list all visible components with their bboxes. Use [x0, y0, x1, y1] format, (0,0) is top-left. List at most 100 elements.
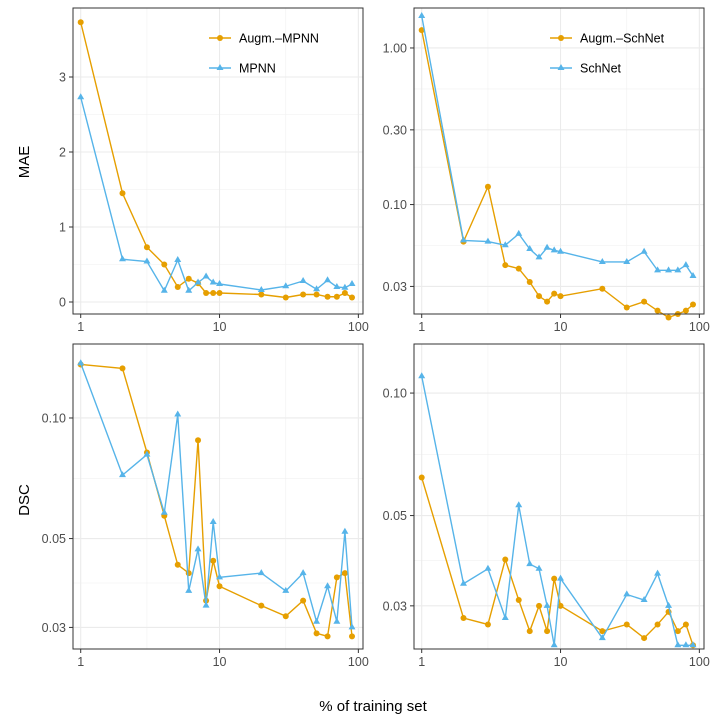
- data-point-triangle: [665, 266, 673, 273]
- data-point-circle: [654, 621, 661, 628]
- series-line-base: [421, 15, 694, 277]
- x-tick-label: 10: [213, 655, 227, 669]
- data-point-triangle: [682, 261, 690, 268]
- data-point-circle: [313, 291, 320, 298]
- legend-swatch-circle: [558, 35, 564, 41]
- data-point-triangle: [460, 236, 467, 243]
- data-point-circle: [203, 290, 210, 296]
- data-point-triangle: [640, 247, 648, 254]
- data-point-circle: [599, 628, 606, 635]
- data-point-circle: [324, 633, 331, 640]
- data-point-triangle: [194, 545, 202, 552]
- data-point-circle: [185, 570, 192, 577]
- legend: Augm.–SchNet SchNet: [550, 32, 665, 76]
- legend-swatch-circle: [217, 35, 223, 41]
- data-point-triangle: [640, 596, 648, 603]
- data-point-circle: [341, 290, 348, 296]
- data-point-triangle: [77, 359, 85, 366]
- x-tick-label: 100: [348, 655, 369, 669]
- data-point-triangle: [526, 245, 534, 252]
- data-point-triangle: [282, 282, 290, 289]
- panel-border: [72, 343, 364, 650]
- data-point-triangle: [216, 280, 224, 286]
- data-point-triangle: [623, 257, 631, 264]
- data-point-triangle: [185, 586, 193, 593]
- data-point-circle: [665, 314, 672, 321]
- x-tick-label: 10: [554, 320, 568, 334]
- data-point-circle: [143, 244, 150, 251]
- data-point-circle: [484, 621, 491, 628]
- data-point-triangle: [543, 243, 551, 250]
- y-tick-label: 0.03: [383, 280, 407, 294]
- data-point-triangle: [194, 278, 202, 285]
- data-point-circle: [515, 265, 522, 272]
- data-point-triangle: [665, 601, 673, 608]
- data-point-triangle: [526, 560, 534, 567]
- data-point-circle: [502, 556, 509, 563]
- legend-label: Augm.–MPNN: [239, 32, 319, 46]
- data-point-circle: [282, 294, 289, 301]
- data-point-circle: [526, 628, 533, 635]
- x-tick-label: 10: [213, 320, 227, 334]
- x-tick-label: 1: [77, 320, 84, 334]
- data-point-triangle: [119, 471, 126, 478]
- data-point-triangle: [143, 257, 151, 264]
- data-point-circle: [551, 575, 558, 582]
- data-point-circle: [210, 557, 217, 564]
- data-point-circle: [599, 285, 606, 292]
- data-point-triangle: [515, 501, 523, 508]
- data-point-triangle: [341, 527, 349, 534]
- data-point-triangle: [654, 569, 662, 576]
- x-tick-label: 1: [418, 655, 425, 669]
- x-tick-label: 10: [554, 655, 568, 669]
- data-point-triangle: [299, 277, 307, 283]
- data-point-triangle: [689, 641, 697, 648]
- data-point-circle: [460, 615, 467, 622]
- data-point-triangle: [501, 614, 509, 621]
- data-point-circle: [300, 597, 307, 604]
- x-tick-label: 100: [689, 655, 710, 669]
- series-line-base: [421, 376, 694, 646]
- data-point-triangle: [535, 253, 543, 260]
- data-point-circle: [210, 290, 217, 296]
- data-point-triangle: [623, 590, 631, 597]
- panel-border: [72, 7, 364, 315]
- data-point-triangle: [348, 623, 356, 630]
- series-line-augm: [421, 29, 694, 319]
- data-point-triangle: [460, 579, 467, 586]
- data-point-triangle: [202, 601, 210, 608]
- panel-border: [413, 7, 705, 315]
- data-point-circle: [557, 602, 564, 609]
- data-point-circle: [333, 293, 340, 300]
- data-point-triangle: [313, 285, 321, 292]
- data-point-triangle: [484, 564, 492, 571]
- y-tick-label: 0.05: [42, 532, 66, 546]
- y-tick-label: 0.03: [42, 621, 66, 635]
- data-point-triangle: [501, 241, 509, 248]
- data-point-circle: [654, 307, 661, 314]
- data-point-triangle: [341, 283, 349, 290]
- data-point-triangle: [598, 257, 606, 264]
- data-point-circle: [349, 294, 356, 301]
- data-point-triangle: [654, 266, 662, 273]
- data-point-circle: [544, 298, 551, 305]
- y-tick-label: 0.10: [383, 198, 407, 212]
- data-point-circle: [536, 293, 543, 300]
- data-point-circle: [502, 262, 509, 269]
- row-label-mae: MAE: [16, 146, 33, 179]
- x-tick-label: 1: [77, 655, 84, 669]
- data-point-circle: [536, 602, 543, 609]
- data-point-circle: [544, 628, 551, 635]
- data-point-circle: [216, 583, 223, 590]
- data-point-circle: [682, 307, 689, 314]
- data-point-circle: [690, 301, 697, 308]
- data-point-circle: [641, 635, 648, 642]
- data-point-circle: [185, 275, 192, 282]
- data-point-triangle: [535, 564, 543, 571]
- legend: Augm.–MPNN MPNN: [209, 32, 319, 76]
- data-point-circle: [300, 291, 307, 298]
- data-point-circle: [333, 574, 340, 581]
- data-point-triangle: [216, 573, 224, 580]
- series-line-base: [80, 362, 353, 628]
